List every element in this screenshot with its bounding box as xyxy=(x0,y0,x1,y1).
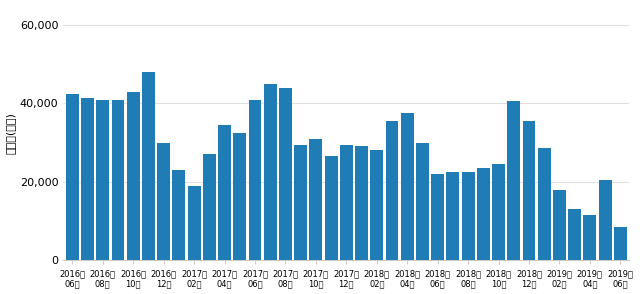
Bar xyxy=(584,215,596,260)
Bar xyxy=(111,99,124,260)
Bar xyxy=(492,164,505,260)
Bar xyxy=(66,93,79,260)
Bar xyxy=(431,174,444,260)
Bar xyxy=(127,92,140,260)
Bar xyxy=(447,172,460,260)
Bar xyxy=(553,190,566,260)
Bar xyxy=(508,101,520,260)
Bar xyxy=(324,156,337,260)
Bar xyxy=(522,121,536,260)
Bar xyxy=(385,121,399,260)
Bar xyxy=(371,151,383,260)
Bar xyxy=(279,88,292,260)
Bar xyxy=(401,113,413,260)
Bar xyxy=(568,209,581,260)
Bar xyxy=(234,133,246,260)
Bar xyxy=(142,72,155,260)
Bar xyxy=(461,172,475,260)
Bar xyxy=(309,139,323,260)
Bar xyxy=(598,180,612,260)
Bar xyxy=(355,146,368,260)
Bar xyxy=(477,168,490,260)
Bar xyxy=(614,227,627,260)
Bar xyxy=(188,186,200,260)
Bar xyxy=(172,170,186,260)
Bar xyxy=(203,154,216,260)
Bar xyxy=(218,125,231,260)
Bar xyxy=(340,145,353,260)
Bar xyxy=(96,99,109,260)
Bar xyxy=(294,145,307,260)
Bar xyxy=(416,143,429,260)
Bar xyxy=(248,99,262,260)
Y-axis label: 거래량(건수): 거래량(건수) xyxy=(6,112,15,154)
Bar xyxy=(264,84,276,260)
Bar xyxy=(538,148,550,260)
Bar xyxy=(81,98,94,260)
Bar xyxy=(157,143,170,260)
